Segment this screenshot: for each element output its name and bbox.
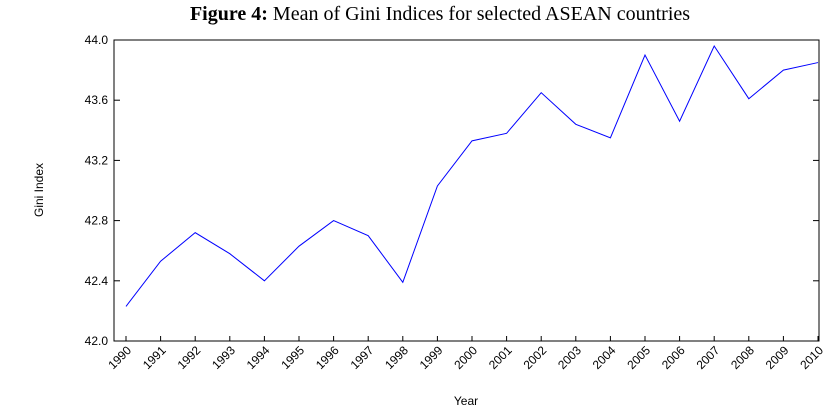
y-tick-label: 42.0 [85,334,109,348]
y-tick-label: 43.6 [85,93,109,107]
x-tick-label: 1991 [140,343,169,372]
x-tick-label: 1994 [244,343,273,372]
chart-title: Figure 4: Mean of Gini Indices for selec… [190,3,690,25]
x-tick-label: 2003 [555,343,584,372]
x-tick-label: 1996 [313,343,342,372]
x-tick-label: 2002 [521,343,550,372]
x-tick-label: 1993 [209,343,238,372]
plot-frame [113,39,820,342]
x-tick-label: 1995 [278,343,307,372]
x-tick-label: 1990 [105,343,134,372]
x-tick-label: 2007 [694,343,723,372]
x-tick-label: 2009 [763,343,792,372]
y-tick-label: 42.4 [85,274,109,288]
x-tick-label: 2004 [590,343,619,372]
data-line [125,44,819,307]
x-tick-label: 1999 [417,343,446,372]
x-tick-label: 2006 [659,343,688,372]
x-tick-label: 1997 [348,343,377,372]
x-tick-label: 2001 [486,343,515,372]
title-text: Mean of Gini Indices for selected ASEAN … [273,3,690,25]
x-tick-label: 1992 [175,343,204,372]
x-axis-label: Year [454,394,478,408]
y-axis-label: Gini Index [32,163,46,217]
x-tick-label: 2005 [624,343,653,372]
x-tick-label: 1998 [382,343,411,372]
x-tick-label: 2010 [797,343,826,372]
y-tick-label: 42.8 [85,214,109,228]
x-tick-label: 2000 [451,343,480,372]
y-tick-label: 43.2 [85,153,109,167]
x-tick-label: 2008 [728,343,757,372]
figure-label: Figure 4: [190,3,268,25]
y-tick-label: 44.0 [85,33,109,47]
